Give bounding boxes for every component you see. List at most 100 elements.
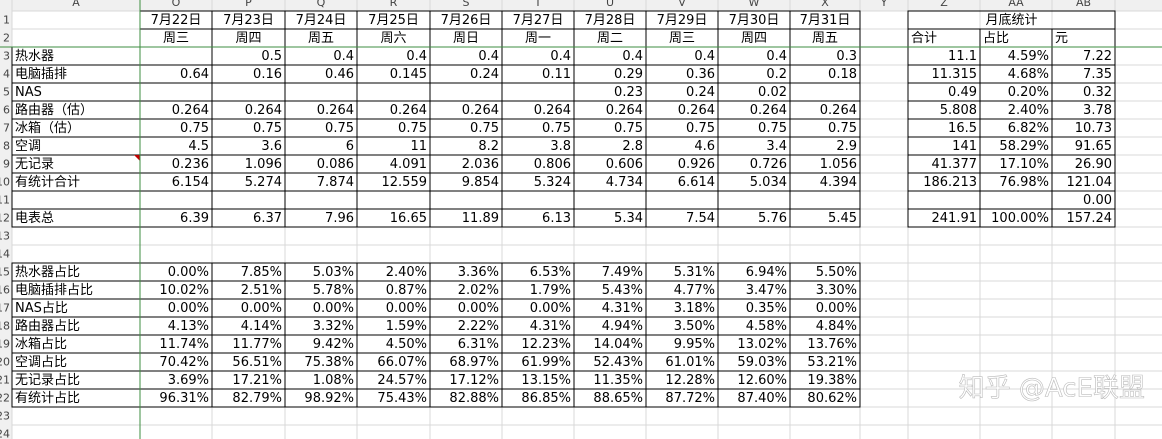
column-header: Z [940, 0, 948, 9]
ratio-value: 4.77% [674, 283, 715, 298]
ratio-value: 59.03% [737, 355, 787, 370]
ratio-value: 0.87% [386, 283, 427, 298]
usage-label: 热水器 [15, 49, 54, 64]
ratio-value: 3.50% [674, 319, 715, 334]
usage-value: 11 [410, 139, 427, 154]
usage-value: 11.89 [462, 211, 499, 226]
summary-value: 7.35 [1083, 67, 1112, 82]
date-header: 7月23日 [223, 13, 274, 28]
weekday-header: 周四 [235, 31, 261, 46]
ratio-value: 0.00% [241, 301, 282, 316]
date-header: 7月25日 [368, 13, 419, 28]
row-number: 3 [3, 50, 10, 63]
usage-value: 7.874 [317, 175, 354, 190]
column-header: V [678, 0, 686, 9]
ratio-value: 0.00% [168, 301, 209, 316]
summary-value: 186.213 [923, 175, 977, 190]
date-header: 7月27日 [513, 13, 564, 28]
ratio-value: 9.42% [313, 337, 354, 352]
usage-value: 0.264 [678, 103, 715, 118]
ratio-value: 5.31% [674, 265, 715, 280]
ratio-value: 24.57% [377, 373, 427, 388]
summary-value: 16.5 [948, 121, 977, 136]
row-number: 6 [3, 104, 10, 117]
usage-value: 0.16 [253, 67, 282, 82]
ratio-value: 1.08% [313, 373, 354, 388]
ratio-value: 4.13% [168, 319, 209, 334]
ratio-label: 无记录占比 [15, 373, 80, 388]
ratio-value: 13.76% [807, 337, 857, 352]
weekday-header: 周三 [669, 31, 695, 46]
ratio-value: 13.02% [737, 337, 787, 352]
ratio-value: 82.88% [449, 391, 499, 406]
usage-value: 0.086 [317, 157, 354, 172]
column-header: X [821, 0, 829, 9]
ratio-value: 3.30% [816, 283, 857, 298]
ratio-value: 5.78% [313, 283, 354, 298]
usage-value: 0.264 [317, 103, 354, 118]
ratio-value: 12.23% [521, 337, 571, 352]
cell-border [1051, 208, 1116, 228]
ratio-value: 56.51% [232, 355, 282, 370]
row-number: 2 [3, 32, 10, 45]
usage-value: 0.4 [550, 49, 571, 64]
usage-value: 6.614 [678, 175, 715, 190]
ratio-value: 1.59% [386, 319, 427, 334]
row-number: 8 [3, 140, 10, 153]
ratio-value: 6.31% [458, 337, 499, 352]
usage-value: 0.806 [534, 157, 571, 172]
ratio-value: 98.92% [304, 391, 354, 406]
date-header: 7月22日 [151, 13, 202, 28]
column-header: Y [880, 0, 888, 9]
summary-value: 4.68% [1008, 67, 1049, 82]
row-number: 9 [3, 158, 10, 171]
ratio-value: 96.31% [159, 391, 209, 406]
usage-value: 6.154 [172, 175, 209, 190]
ratio-value: 0.00% [313, 301, 354, 316]
row-number: 22 [0, 392, 10, 405]
usage-label: 有统计合计 [15, 175, 80, 190]
column-header: A [72, 0, 80, 9]
ratio-value: 11.35% [593, 373, 643, 388]
ratio-value: 17.12% [449, 373, 499, 388]
usage-value: 3.4 [766, 139, 787, 154]
usage-value: 0.264 [245, 103, 282, 118]
summary-value: 0.00 [1083, 193, 1112, 208]
ratio-value: 52.43% [593, 355, 643, 370]
ratio-value: 1.79% [530, 283, 571, 298]
usage-value: 0.264 [606, 103, 643, 118]
row-number: 10 [0, 176, 10, 189]
usage-value: 5.274 [245, 175, 282, 190]
ratio-value: 4.14% [241, 319, 282, 334]
ratio-label: NAS占比 [15, 301, 68, 316]
row-number: 4 [3, 68, 10, 81]
usage-label: 电表总 [15, 211, 54, 226]
weekday-header: 周一 [525, 31, 551, 46]
column-header: U [606, 0, 614, 9]
summary-value: 11.315 [932, 67, 978, 82]
ratio-value: 2.40% [386, 265, 427, 280]
row-number: 11 [0, 194, 10, 207]
ratio-value: 5.43% [602, 283, 643, 298]
usage-value: 0.75 [398, 121, 427, 136]
usage-value: 5.45 [828, 211, 857, 226]
row-header-bar [0, 0, 12, 439]
summary-value: 241.91 [932, 211, 978, 226]
usage-value: 16.65 [390, 211, 427, 226]
row-number: 14 [0, 248, 10, 261]
summary-value: 17.10% [999, 157, 1049, 172]
ratio-value: 2.22% [458, 319, 499, 334]
summary-header: 合计 [911, 31, 937, 46]
usage-value: 0.75 [325, 121, 354, 136]
row-number: 12 [0, 212, 10, 225]
ratio-value: 0.00% [458, 301, 499, 316]
usage-value: 3.8 [550, 139, 571, 154]
usage-value: 0.75 [542, 121, 571, 136]
usage-value: 0.264 [172, 103, 209, 118]
ratio-value: 75.38% [304, 355, 354, 370]
usage-value: 0.75 [758, 121, 787, 136]
summary-value: 11.1 [948, 49, 977, 64]
row-number: 16 [0, 284, 10, 297]
usage-label: NAS [15, 85, 42, 100]
